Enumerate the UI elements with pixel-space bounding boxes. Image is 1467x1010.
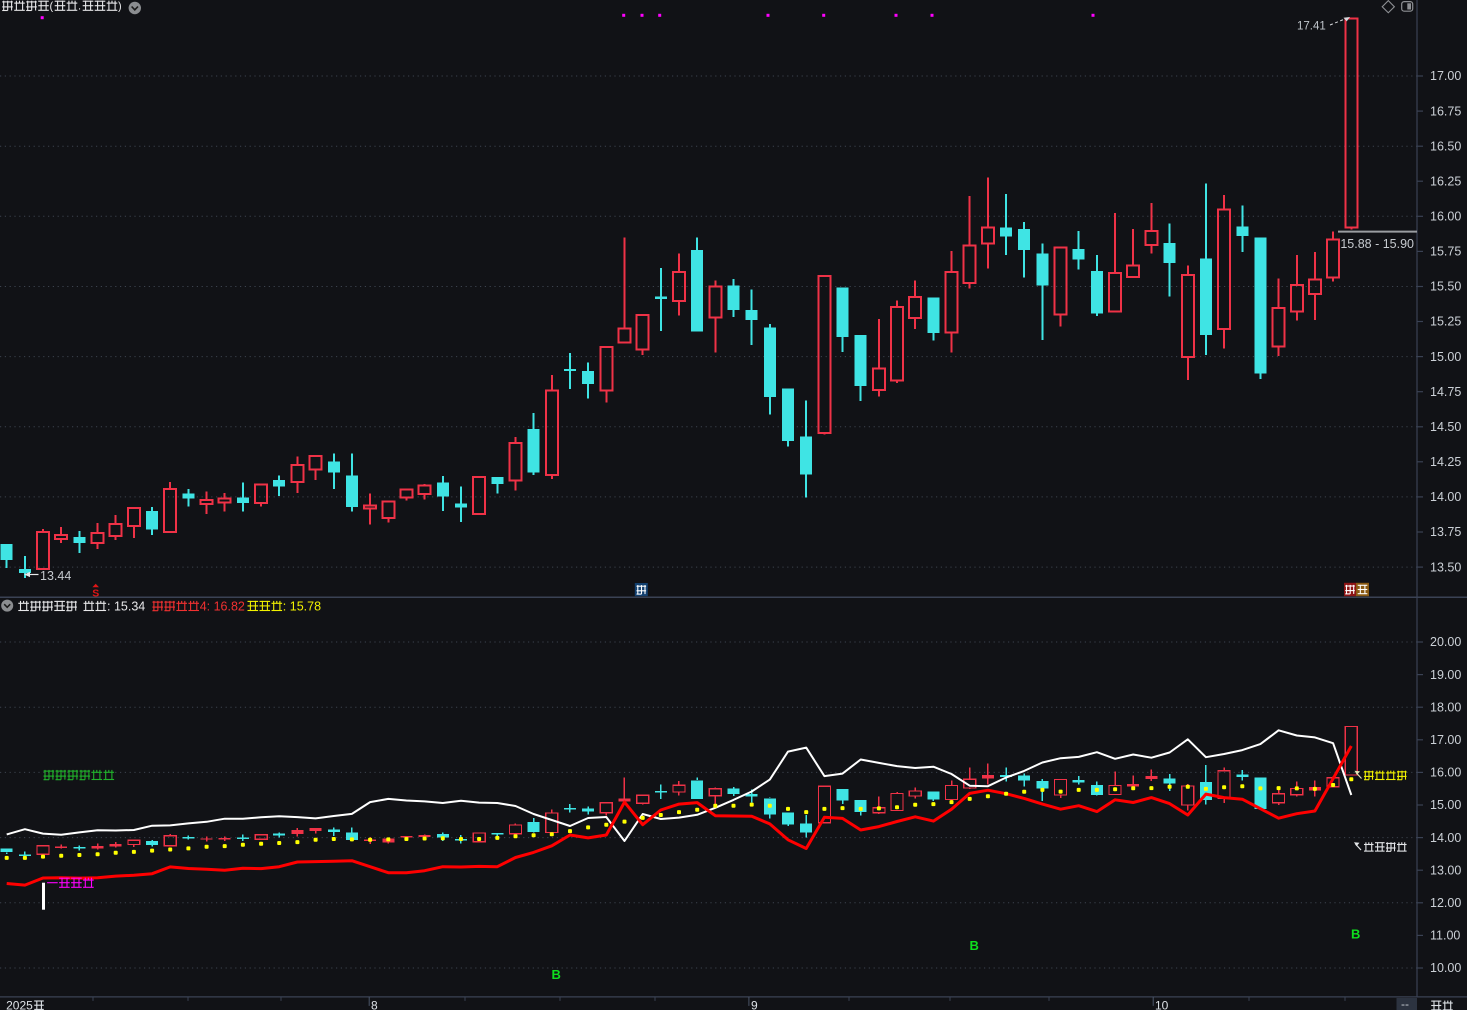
- svg-text:14.50: 14.50: [1430, 420, 1461, 434]
- svg-text:--: --: [1401, 997, 1409, 1010]
- svg-text:13.50: 13.50: [1430, 560, 1461, 574]
- svg-text:(: (: [50, 1, 54, 13]
- svg-text:14.00: 14.00: [1430, 831, 1461, 845]
- svg-text:16.75: 16.75: [1430, 104, 1461, 118]
- svg-text:S: S: [92, 588, 99, 600]
- svg-text:20.00: 20.00: [1430, 635, 1461, 649]
- svg-text:B: B: [1351, 927, 1360, 942]
- svg-text:19.00: 19.00: [1430, 668, 1461, 682]
- svg-text:15.00: 15.00: [1430, 798, 1461, 812]
- svg-text:16.25: 16.25: [1430, 174, 1461, 188]
- svg-text:13.75: 13.75: [1430, 525, 1461, 539]
- svg-text:15.50: 15.50: [1430, 280, 1461, 294]
- svg-text:16.00: 16.00: [1430, 210, 1461, 224]
- svg-text:B: B: [552, 967, 561, 982]
- svg-text:11.00: 11.00: [1430, 929, 1460, 943]
- svg-text:B: B: [970, 938, 979, 953]
- svg-text:15.88 - 15.90: 15.88 - 15.90: [1340, 237, 1414, 251]
- svg-text:8: 8: [371, 999, 378, 1010]
- svg-text:): ): [118, 1, 122, 13]
- svg-text:14.25: 14.25: [1430, 455, 1461, 469]
- svg-text:14.00: 14.00: [1430, 490, 1461, 504]
- svg-text:: 15.78: : 15.78: [283, 599, 321, 613]
- svg-text:15.00: 15.00: [1430, 350, 1461, 364]
- svg-text:13.00: 13.00: [1430, 863, 1461, 877]
- svg-text:: 15.34: : 15.34: [107, 599, 145, 613]
- svg-text:9: 9: [751, 999, 758, 1010]
- svg-text:17.00: 17.00: [1430, 69, 1461, 83]
- svg-text:13.44: 13.44: [40, 569, 71, 583]
- svg-text:12.00: 12.00: [1430, 896, 1461, 910]
- svg-text:17.00: 17.00: [1430, 733, 1461, 747]
- svg-text:15.25: 15.25: [1430, 315, 1461, 329]
- svg-text:17.41: 17.41: [1297, 21, 1326, 33]
- svg-text:10.00: 10.00: [1430, 961, 1461, 975]
- svg-text:2025: 2025: [6, 999, 33, 1010]
- svg-text:18.00: 18.00: [1430, 700, 1461, 714]
- svg-text:15.75: 15.75: [1430, 245, 1461, 259]
- svg-text:.: .: [78, 1, 81, 13]
- svg-text:10: 10: [1155, 999, 1169, 1010]
- svg-text:16.00: 16.00: [1430, 766, 1461, 780]
- svg-text:14.75: 14.75: [1430, 385, 1461, 399]
- svg-text:4: 16.82: 4: 16.82: [200, 599, 245, 613]
- svg-text:16.50: 16.50: [1430, 139, 1461, 153]
